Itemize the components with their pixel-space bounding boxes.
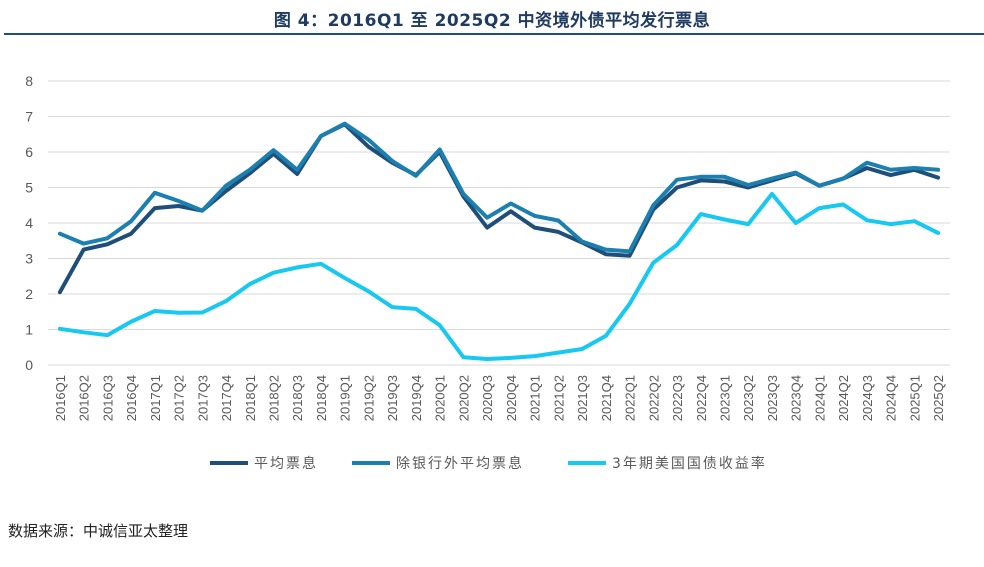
x-tick-label: 2019Q4 xyxy=(409,375,424,421)
x-tick-label: 2019Q3 xyxy=(385,375,400,421)
x-tick-label: 2023Q2 xyxy=(741,375,756,421)
x-tick-label: 2016Q4 xyxy=(124,375,139,421)
x-tick-label: 2017Q4 xyxy=(219,375,234,421)
x-tick-label: 2016Q3 xyxy=(100,375,115,421)
y-tick-label: 3 xyxy=(25,251,33,267)
x-tick-label: 2017Q1 xyxy=(148,375,163,421)
y-axis-ticks: 0 1 2 3 4 5 6 7 8 xyxy=(25,73,33,373)
y-tick-label: 7 xyxy=(25,109,33,125)
x-tick-label: 2021Q2 xyxy=(551,375,566,421)
x-tick-label: 2024Q2 xyxy=(836,375,851,421)
x-tick-label: 2020Q3 xyxy=(480,375,495,421)
source-note: 数据来源：中诚信亚太整理 xyxy=(8,522,189,540)
x-tick-label: 2023Q3 xyxy=(765,375,780,421)
x-tick-label: 2018Q1 xyxy=(243,375,258,421)
x-tick-label: 2022Q4 xyxy=(694,375,709,421)
x-tick-label: 2024Q4 xyxy=(884,375,899,421)
legend-label-2: 除银行外平均票息 xyxy=(396,455,524,472)
x-tick-label: 2024Q3 xyxy=(860,375,875,421)
x-tick-label: 2020Q2 xyxy=(456,375,471,421)
y-tick-label: 8 xyxy=(25,73,33,89)
x-tick-label: 2024Q1 xyxy=(812,375,827,421)
legend: 平均票息 除银行外平均票息 3年期美国国债收益率 xyxy=(210,455,767,472)
x-tick-label: 2016Q1 xyxy=(53,375,68,421)
series-line-2 xyxy=(57,121,941,254)
x-tick-label: 2022Q3 xyxy=(670,375,685,421)
x-tick-label: 2022Q2 xyxy=(646,375,661,421)
x-tick-label: 2021Q3 xyxy=(575,375,590,421)
x-tick-label: 2023Q4 xyxy=(789,375,804,421)
y-tick-label: 5 xyxy=(25,180,33,196)
x-axis-ticks: 2016Q1 2016Q2 2016Q3 2016Q4 2017Q1 2017Q2 2017… xyxy=(53,375,946,421)
x-tick-label: 2016Q2 xyxy=(77,375,92,421)
y-tick-label: 4 xyxy=(25,215,33,231)
x-tick-label: 2019Q2 xyxy=(361,375,376,421)
chart-title: 图 4：2016Q1 至 2025Q2 中资境外债平均发行票息 xyxy=(273,11,711,31)
x-tick-label: 2022Q1 xyxy=(623,375,638,421)
line-chart: 0 1 2 3 4 5 6 7 8 2016Q1 2016Q2 2016Q3 2016Q4 2017Q1… xyxy=(25,73,950,472)
x-tick-label: 2025Q1 xyxy=(907,375,922,421)
x-tick-label: 2019Q1 xyxy=(338,375,353,421)
y-tick-label: 0 xyxy=(25,357,33,373)
x-tick-label: 2017Q3 xyxy=(195,375,210,421)
y-tick-label: 1 xyxy=(25,322,33,338)
x-tick-label: 2018Q3 xyxy=(290,375,305,421)
x-tick-label: 2021Q4 xyxy=(599,375,614,421)
x-tick-label: 2020Q4 xyxy=(504,375,519,421)
x-tick-label: 2021Q1 xyxy=(528,375,543,421)
x-tick-label: 2018Q2 xyxy=(267,375,282,421)
y-tick-label: 2 xyxy=(25,286,33,302)
x-tick-label: 2017Q2 xyxy=(172,375,187,421)
series-lines xyxy=(57,121,941,361)
series-line-3 xyxy=(57,191,941,361)
y-tick-label: 6 xyxy=(25,144,33,160)
x-tick-label: 2023Q1 xyxy=(718,375,733,421)
x-tick-label: 2025Q2 xyxy=(931,375,946,421)
legend-label-1: 平均票息 xyxy=(254,455,318,472)
legend-label-3: 3年期美国国债收益率 xyxy=(612,455,767,472)
title-divider xyxy=(4,33,984,35)
gridlines xyxy=(48,80,950,366)
x-tick-label: 2018Q4 xyxy=(314,375,329,421)
x-tick-label: 2020Q1 xyxy=(433,375,448,421)
